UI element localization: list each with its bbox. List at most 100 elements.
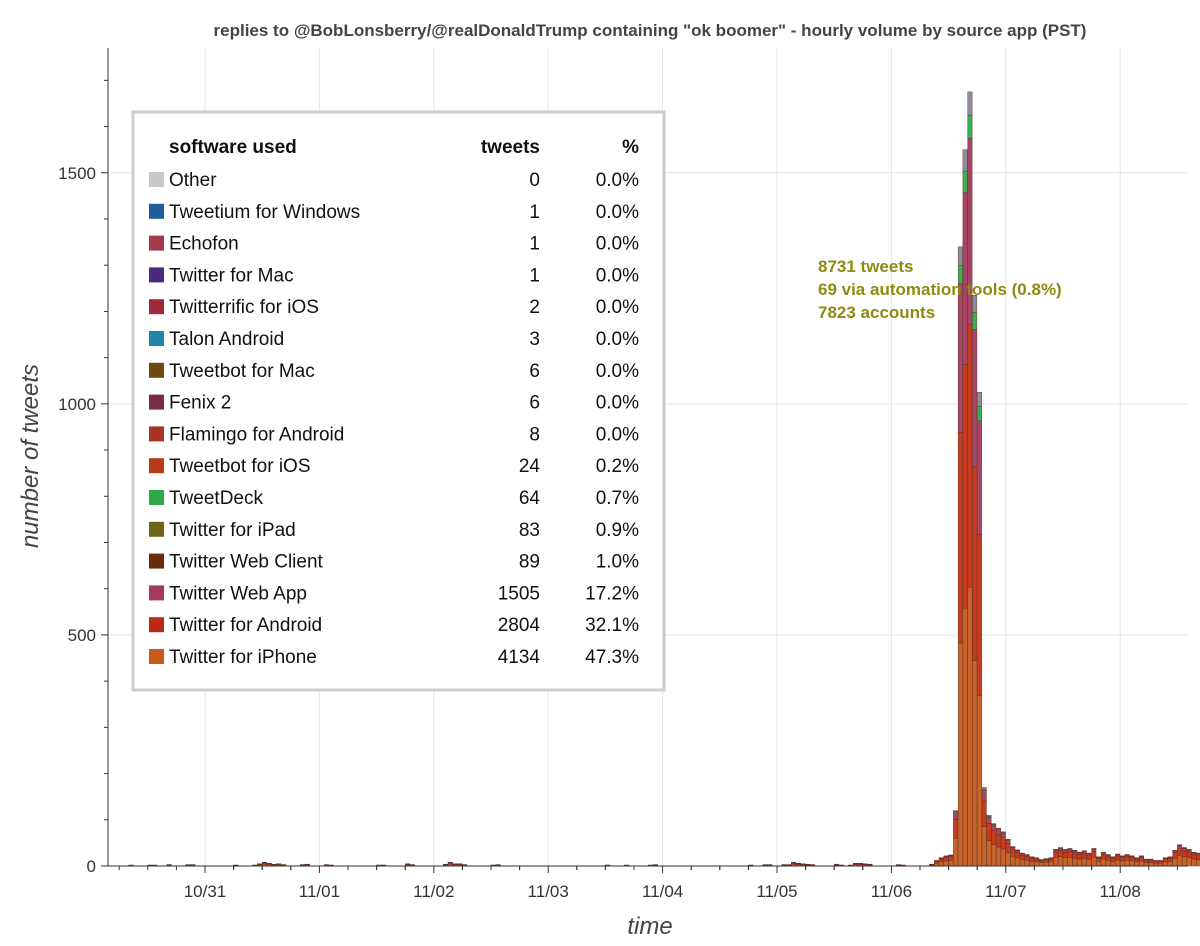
bar-segment	[1115, 859, 1121, 867]
legend-swatch	[149, 617, 164, 633]
legend-entry-pct: 0.0%	[596, 393, 639, 414]
bar-segment	[1096, 856, 1102, 858]
legend-entry-name: TweetDeck	[169, 488, 263, 509]
bar-segment	[1124, 854, 1130, 856]
bar-segment	[1124, 860, 1130, 867]
bar-segment	[991, 844, 997, 867]
bar-segment	[986, 840, 992, 867]
bar-segment	[1058, 848, 1063, 851]
bar-segment	[257, 863, 263, 865]
bar-segment	[1058, 856, 1063, 867]
bar-segment	[943, 857, 949, 862]
bar-segment	[1000, 848, 1006, 867]
bar-segment	[853, 863, 858, 864]
legend-entry-count: 4134	[498, 647, 541, 668]
bar-segment	[957, 246, 963, 266]
bar-segment	[1148, 859, 1154, 863]
bar-segment	[1115, 853, 1121, 855]
bar-segment	[1024, 854, 1030, 856]
legend-header-tweets: tweets	[481, 137, 540, 158]
x-tick-labels: 10/31 11/01 11/02 11/03 11/04 11/05 11/06 11/07…	[184, 882, 1141, 901]
x-tick-label: 11/04	[642, 882, 683, 901]
bar-segment	[1029, 861, 1035, 867]
bar-segment	[262, 862, 267, 863]
legend-box	[131, 110, 666, 692]
bar-segment	[1177, 845, 1183, 849]
legend-swatch	[149, 490, 164, 505]
bar-segment	[1153, 860, 1159, 862]
axes	[101, 48, 1188, 873]
bar-segment	[1100, 854, 1106, 860]
bar-segment	[1038, 859, 1044, 861]
bar-segment	[781, 864, 787, 866]
bar-segment	[862, 863, 868, 865]
bar-segment	[1086, 859, 1092, 867]
bar-segment	[1167, 861, 1173, 867]
legend-entry-name: Echofon	[169, 234, 239, 255]
bar-segment	[1186, 857, 1192, 867]
bar-segment	[1034, 861, 1040, 867]
legend-entry-pct: 0.0%	[596, 329, 639, 350]
bar-segment	[1167, 856, 1173, 858]
bar-segment	[1124, 856, 1130, 861]
legend-entry-name: Twitterrific for iOS	[169, 297, 319, 318]
legend-entry-pct: 0.0%	[596, 265, 639, 286]
legend-entry-name: Twitter for iPhone	[169, 647, 317, 668]
bar-segment	[1129, 860, 1135, 867]
bar-segment	[953, 819, 959, 839]
legend-entry-name: Tweetium for Windows	[169, 202, 360, 223]
legend-entry-count: 2804	[498, 615, 541, 636]
bar-segment	[938, 858, 944, 863]
bar-segment	[1110, 856, 1116, 858]
bar-segment	[867, 863, 873, 865]
bar-segment	[1091, 851, 1097, 858]
bar-segment	[1019, 852, 1025, 854]
x-tick-label: 11/06	[871, 882, 912, 901]
bar-segment	[1172, 857, 1178, 867]
bar-segment	[981, 790, 987, 801]
bar-segment	[977, 695, 982, 867]
legend-entry-name: Twitter for iPad	[169, 520, 296, 541]
annotation-accounts: 7823 accounts	[818, 303, 935, 322]
bar-segment	[1077, 851, 1082, 853]
bar-segment	[1177, 844, 1183, 846]
legend-entry-count: 89	[519, 552, 540, 573]
bar-segment	[1096, 858, 1102, 862]
bar-segment	[1000, 837, 1006, 850]
legend: software used tweets % Other 0 0.0% Tweetiu…	[131, 110, 666, 692]
bar-segment	[1096, 861, 1102, 867]
x-axis-label: time	[627, 913, 672, 940]
bar-segment	[1100, 858, 1106, 867]
bar-segment	[962, 192, 968, 365]
bar-segment	[409, 864, 415, 866]
bar-segment	[1053, 851, 1059, 858]
bar-segment	[1119, 860, 1125, 867]
bar-segment	[1058, 850, 1063, 857]
bar-segment	[1172, 852, 1178, 859]
bar-segment	[943, 860, 949, 867]
bar-segment	[1067, 857, 1073, 867]
bar-segment	[1053, 857, 1059, 867]
bar-segment	[1177, 847, 1183, 856]
bar-segment	[1048, 857, 1054, 859]
bar-segment	[805, 863, 811, 865]
bar-segment	[1105, 856, 1111, 861]
annotation-automation: 69 via automation tools (0.8%)	[818, 280, 1062, 299]
bar-segment	[977, 406, 982, 421]
bar-segment	[967, 91, 973, 116]
bar-segment	[1196, 859, 1200, 867]
y-tick-label: 1000	[58, 395, 96, 414]
legend-swatch	[149, 235, 164, 251]
chart-title: replies to @BobLonsberry/@realDonaldTrum…	[214, 21, 1087, 40]
bar-segment	[834, 863, 839, 865]
bar-segment	[1058, 847, 1063, 849]
bar-segment	[991, 830, 997, 845]
y-tick-labels: 0 500 1000 1500	[58, 164, 96, 876]
legend-entry-count: 1	[529, 265, 540, 286]
bar-segment	[1015, 857, 1021, 867]
legend-entry-count: 1505	[498, 583, 540, 604]
legend-entry-pct: 1.0%	[596, 552, 639, 573]
bar-segment	[1143, 858, 1149, 860]
legend-swatch	[149, 521, 164, 537]
bar-segment	[1191, 854, 1197, 860]
